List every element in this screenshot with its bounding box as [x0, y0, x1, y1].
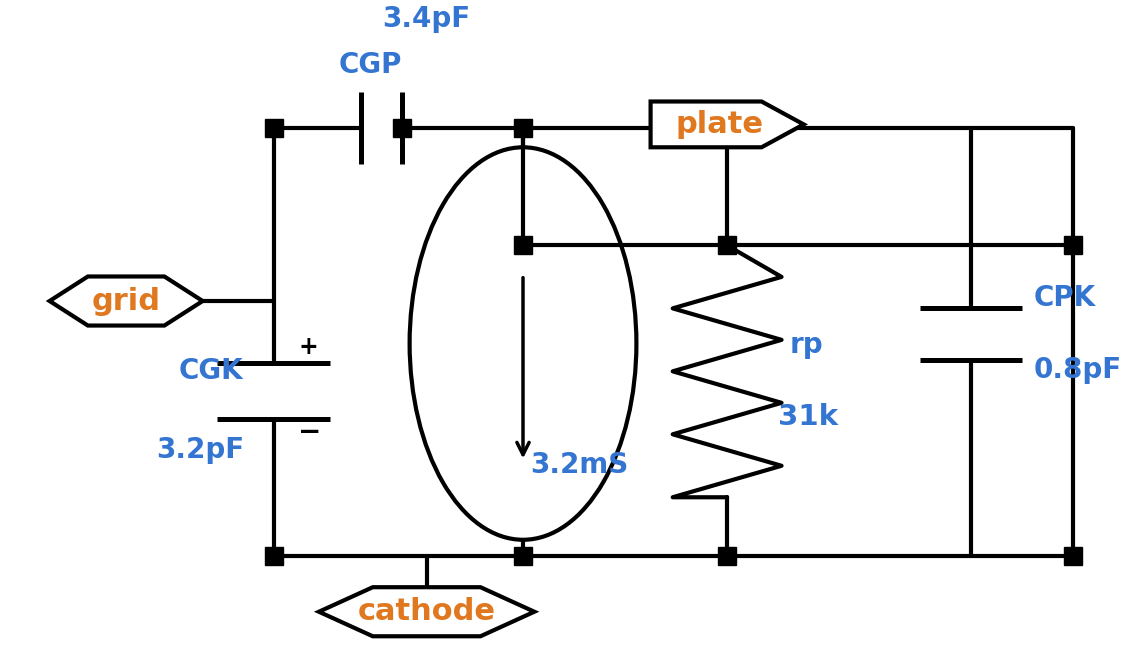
Text: 31k: 31k — [779, 403, 838, 431]
Text: 0.8pF: 0.8pF — [1033, 355, 1121, 384]
Polygon shape — [650, 101, 804, 147]
Text: CGK: CGK — [179, 358, 244, 385]
Text: −: − — [299, 418, 322, 446]
Text: 3.2pF: 3.2pF — [156, 436, 244, 464]
Text: 3.2mS: 3.2mS — [530, 452, 629, 479]
Text: +: + — [299, 335, 318, 359]
Polygon shape — [49, 276, 203, 325]
Text: CPK: CPK — [1033, 284, 1096, 312]
Text: cathode: cathode — [357, 597, 496, 626]
Text: rp: rp — [790, 331, 823, 359]
Text: grid: grid — [92, 286, 160, 316]
Text: 3.4pF: 3.4pF — [382, 5, 471, 33]
Text: CGP: CGP — [338, 50, 402, 79]
Polygon shape — [319, 587, 535, 636]
Text: plate: plate — [676, 110, 764, 139]
